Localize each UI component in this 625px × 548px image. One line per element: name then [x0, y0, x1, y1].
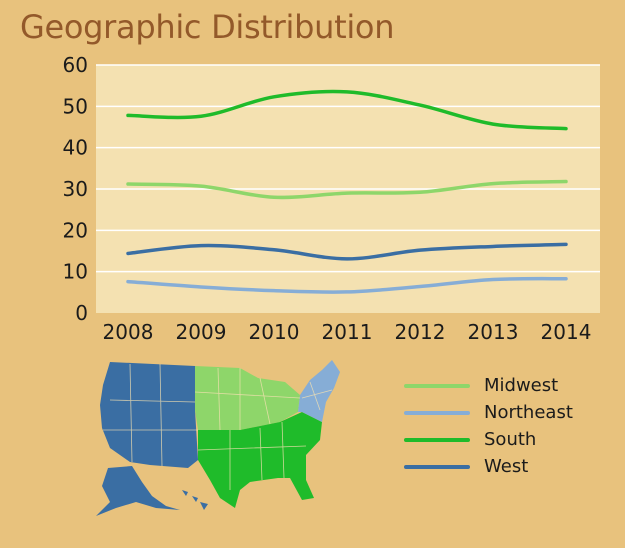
map-region-alaska — [96, 466, 180, 516]
y-tick-label: 30 — [63, 177, 88, 201]
y-tick-label: 50 — [63, 94, 88, 118]
legend-label: West — [484, 456, 529, 477]
map-region-hawaii — [182, 490, 208, 510]
legend-item-midwest: Midwest — [404, 372, 573, 399]
legend-swatch-northeast — [404, 410, 470, 415]
y-tick-label: 60 — [63, 53, 88, 77]
map-region-south — [198, 412, 322, 508]
legend-label: Midwest — [484, 375, 559, 396]
legend-swatch-west — [404, 464, 470, 469]
x-tick-label: 2008 — [103, 320, 154, 344]
legend-swatch-south — [404, 437, 470, 442]
x-tick-label: 2010 — [249, 320, 300, 344]
y-tick-label: 20 — [63, 218, 88, 242]
x-tick-label: 2014 — [541, 320, 592, 344]
map-region-midwest — [195, 366, 300, 430]
series-line-midwest — [126, 179, 568, 200]
legend-item-west: West — [404, 453, 573, 480]
line-chart: 0 10 20 30 40 50 60 2008 2009 2010 2011 2012 2013 201… — [63, 53, 600, 344]
legend-label: Northeast — [484, 402, 573, 423]
y-tick-label: 0 — [75, 301, 88, 325]
y-tick-label: 40 — [63, 136, 88, 160]
legend-item-south: South — [404, 426, 573, 453]
legend-swatch-midwest — [404, 383, 470, 388]
series-line-northeast — [126, 276, 568, 294]
x-tick-label: 2009 — [176, 320, 227, 344]
legend-item-northeast: Northeast — [404, 399, 573, 426]
y-tick-label: 10 — [63, 260, 88, 284]
legend: Midwest Northeast South West — [404, 372, 573, 480]
legend-label: South — [484, 429, 537, 450]
map-region-west — [100, 362, 198, 468]
x-tick-label: 2012 — [395, 320, 446, 344]
x-tick-label: 2013 — [468, 320, 519, 344]
us-map-icon — [96, 360, 340, 516]
x-tick-label: 2011 — [322, 320, 373, 344]
chart-title: Geographic Distribution — [20, 8, 395, 46]
series-line-west — [126, 242, 568, 261]
map-region-northeast — [298, 360, 340, 422]
series-line-south — [126, 89, 568, 131]
